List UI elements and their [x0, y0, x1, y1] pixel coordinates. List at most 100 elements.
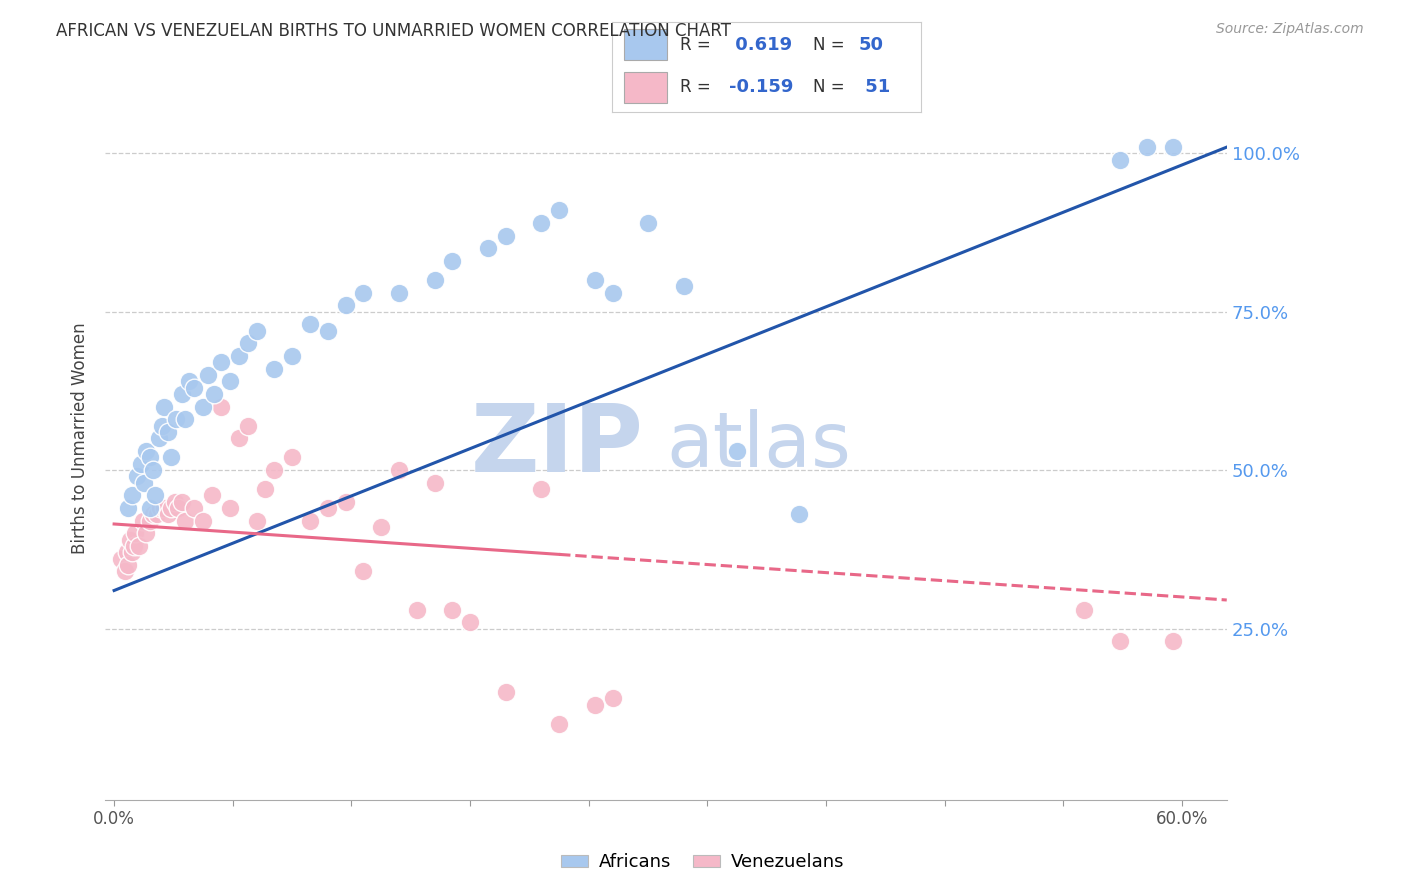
Point [1109, 153, 1132, 167]
Point [122, 539, 145, 553]
Point [149, 501, 172, 516]
Point [134, 475, 156, 490]
Text: N =: N = [813, 78, 844, 96]
Point [135, 526, 157, 541]
Point [160, 450, 183, 465]
Point [281, 450, 304, 465]
Point [177, 375, 200, 389]
Point [423, 475, 446, 490]
Text: -0.159: -0.159 [730, 78, 793, 96]
Text: ZIP: ZIP [471, 400, 644, 491]
Point [170, 387, 193, 401]
Point [124, 526, 146, 541]
Text: N =: N = [813, 36, 844, 54]
Point [138, 514, 160, 528]
Point [117, 558, 139, 573]
Point [405, 602, 427, 616]
Point [142, 508, 165, 522]
Point [153, 400, 176, 414]
Point [143, 488, 166, 502]
Point [148, 432, 170, 446]
Point [236, 418, 259, 433]
Point [117, 501, 139, 516]
Point [150, 418, 173, 433]
Point [115, 545, 138, 559]
Point [191, 514, 214, 528]
Point [201, 488, 224, 502]
FancyBboxPatch shape [624, 72, 668, 103]
Text: AFRICAN VS VENEZUELAN BIRTHS TO UNMARRIED WOMEN CORRELATION CHART: AFRICAN VS VENEZUELAN BIRTHS TO UNMARRIE… [56, 22, 731, 40]
Text: 51: 51 [859, 78, 890, 96]
Point [202, 387, 225, 401]
Point [583, 698, 606, 712]
Point [423, 273, 446, 287]
Point [183, 501, 205, 516]
Point [583, 273, 606, 287]
Point [121, 545, 143, 559]
Point [254, 482, 277, 496]
Point [548, 203, 571, 218]
Point [245, 514, 267, 528]
Point [370, 520, 392, 534]
Point [245, 324, 267, 338]
Point [602, 691, 624, 706]
Point [114, 565, 136, 579]
Point [156, 425, 179, 439]
Point [477, 242, 499, 256]
Point [637, 216, 659, 230]
Point [725, 444, 748, 458]
Point [228, 349, 250, 363]
Point [298, 318, 321, 332]
Point [218, 501, 240, 516]
Point [174, 514, 197, 528]
Point [1109, 634, 1132, 648]
Point [352, 565, 374, 579]
Point [602, 285, 624, 300]
FancyBboxPatch shape [624, 29, 668, 60]
Point [316, 501, 339, 516]
Point [209, 355, 232, 369]
Point [131, 514, 153, 528]
Point [128, 539, 150, 553]
Point [163, 495, 186, 509]
Point [135, 444, 157, 458]
Point [316, 324, 339, 338]
Point [1163, 634, 1185, 648]
Point [160, 501, 183, 516]
Point [110, 551, 132, 566]
Point [138, 501, 160, 516]
Point [218, 375, 240, 389]
Point [1073, 602, 1095, 616]
Point [121, 488, 143, 502]
Y-axis label: Births to Unmarried Women: Births to Unmarried Women [72, 323, 89, 554]
Point [335, 298, 357, 312]
Point [142, 463, 165, 477]
Point [672, 279, 695, 293]
Point [530, 216, 553, 230]
Point [1136, 140, 1159, 154]
Point [167, 501, 190, 516]
Point [458, 615, 481, 629]
Point [129, 457, 152, 471]
Point [495, 685, 517, 699]
Point [1163, 140, 1185, 154]
Point [197, 368, 219, 383]
Point [209, 400, 232, 414]
Point [388, 463, 411, 477]
Text: 0.619: 0.619 [730, 36, 792, 54]
Point [191, 400, 214, 414]
Point [183, 381, 205, 395]
Point [120, 533, 142, 547]
Text: R =: R = [679, 36, 710, 54]
Point [441, 254, 464, 268]
Point [228, 432, 250, 446]
Point [138, 450, 160, 465]
Point [789, 508, 811, 522]
Point [441, 602, 464, 616]
Text: Source: ZipAtlas.com: Source: ZipAtlas.com [1216, 22, 1364, 37]
Point [165, 412, 187, 426]
Point [335, 495, 357, 509]
Point [153, 501, 176, 516]
Point [495, 228, 517, 243]
Point [352, 285, 374, 300]
